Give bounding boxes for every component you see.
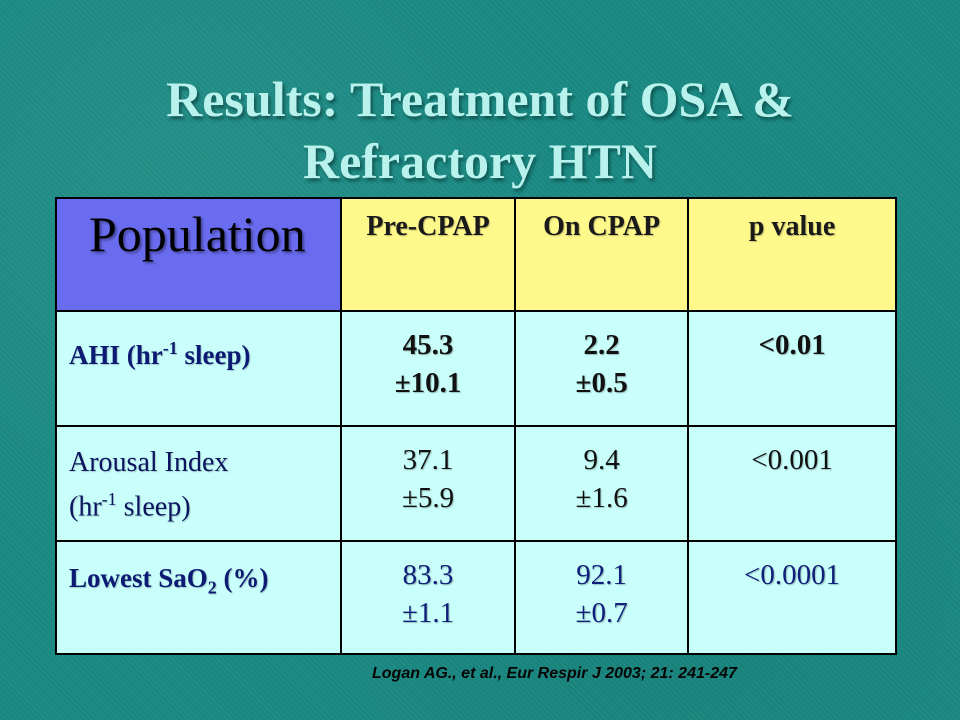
row-label-arousal-index: Arousal Index (hr-1 sleep): [57, 427, 340, 525]
pre-cpap-cell: 45.3 ±10.1: [339, 310, 517, 427]
p-value: <0.01: [758, 329, 826, 361]
pre-cpap-value: 37.1 ±5.9: [342, 427, 514, 517]
on-cpap-value: 92.1 ±0.7: [516, 542, 687, 632]
row-label-lowest-sao2: Lowest SaO2 (%): [57, 542, 340, 605]
header-p-value: p value: [748, 211, 836, 242]
pre-cpap-value: 45.3 ±10.1: [342, 312, 514, 402]
row-label-text: (hr: [69, 491, 102, 523]
row-label-superscript: -1: [101, 489, 117, 509]
on-cpap-cell: 2.2 ±0.5: [514, 310, 690, 427]
on-cpap-value: 9.4 ±1.6: [516, 427, 687, 517]
results-table: Population Pre-CPAP On CPAP p value AHI …: [55, 197, 897, 655]
row-label-text: Lowest SaO: [69, 563, 208, 593]
table-row-lowest-sao2: Lowest SaO2 (%) 83.3 ±1.1 92.1 ±0.7 <0.0…: [55, 540, 897, 655]
header-population: Population: [89, 206, 306, 262]
p-value-cell: <0.01: [687, 310, 897, 427]
header-on-cpap: On CPAP: [543, 211, 661, 242]
table-header-row: Population Pre-CPAP On CPAP p value: [55, 197, 897, 312]
row-label-cell: Lowest SaO2 (%): [55, 540, 342, 655]
row-label-text: Arousal Index: [69, 447, 229, 478]
mean-value: 45.3: [402, 329, 454, 361]
row-label-text: AHI (hr: [69, 340, 163, 370]
row-label-subscript: 2: [207, 577, 217, 598]
sd-value: ±1.1: [401, 597, 455, 629]
p-value: <0.001: [751, 444, 833, 476]
header-on-cpap-cell: On CPAP: [514, 197, 690, 312]
header-pre-cpap-cell: Pre-CPAP: [339, 197, 517, 312]
sd-value: ±10.1: [394, 367, 462, 399]
pre-cpap-cell: 37.1 ±5.9: [339, 425, 517, 542]
row-label-tail: (%): [216, 563, 269, 593]
on-cpap-value: 2.2 ±0.5: [516, 312, 687, 402]
pre-cpap-value: 83.3 ±1.1: [342, 542, 514, 632]
row-label-cell: AHI (hr-1 sleep): [55, 310, 342, 427]
title-line-1: Results: Treatment of OSA &: [166, 71, 794, 127]
p-value: <0.0001: [744, 559, 841, 591]
mean-value: 9.4: [583, 444, 620, 476]
on-cpap-cell: 9.4 ±1.6: [514, 425, 690, 542]
slide-title: Results: Treatment of OSA & Refractory H…: [0, 68, 960, 192]
table-row-ahi: AHI (hr-1 sleep) 45.3 ±10.1 2.2 ±0.5 <0.…: [55, 310, 897, 427]
table-row-arousal-index: Arousal Index (hr-1 sleep) 37.1 ±5.9 9.4…: [55, 425, 897, 542]
mean-value: 2.2: [583, 329, 620, 361]
header-pre-cpap: Pre-CPAP: [366, 211, 490, 242]
mean-value: 92.1: [576, 559, 627, 591]
mean-value: 83.3: [402, 559, 454, 591]
row-label-line-2: (hr-1 sleep): [69, 481, 340, 525]
row-label-tail: sleep): [177, 340, 251, 370]
p-value-cell: <0.001: [687, 425, 897, 542]
mean-value: 37.1: [402, 444, 454, 476]
row-label-cell: Arousal Index (hr-1 sleep): [55, 425, 342, 542]
sd-value: ±0.5: [575, 367, 628, 399]
header-population-cell: Population: [55, 197, 342, 312]
citation: Logan AG., et al., Eur Respir J 2003; 21…: [372, 665, 737, 682]
title-line-2: Refractory HTN: [302, 133, 658, 189]
p-value-cell: <0.0001: [687, 540, 897, 655]
header-p-value-cell: p value: [687, 197, 897, 312]
sd-value: ±0.7: [575, 597, 628, 629]
row-label-superscript: -1: [162, 338, 178, 358]
sd-value: ±5.9: [401, 482, 455, 514]
row-label-tail: sleep): [116, 491, 191, 523]
sd-value: ±1.6: [575, 482, 628, 514]
pre-cpap-cell: 83.3 ±1.1: [339, 540, 517, 655]
on-cpap-cell: 92.1 ±0.7: [514, 540, 690, 655]
row-label-ahi: AHI (hr-1 sleep): [57, 312, 340, 373]
